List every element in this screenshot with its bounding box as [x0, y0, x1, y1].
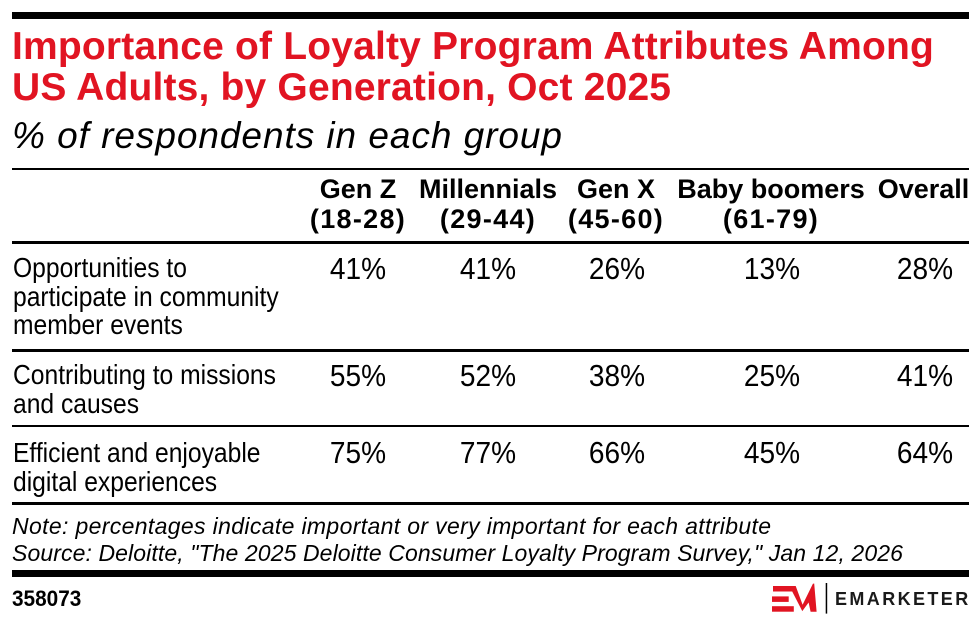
svg-text:EMARKETER: EMARKETER — [835, 589, 971, 609]
